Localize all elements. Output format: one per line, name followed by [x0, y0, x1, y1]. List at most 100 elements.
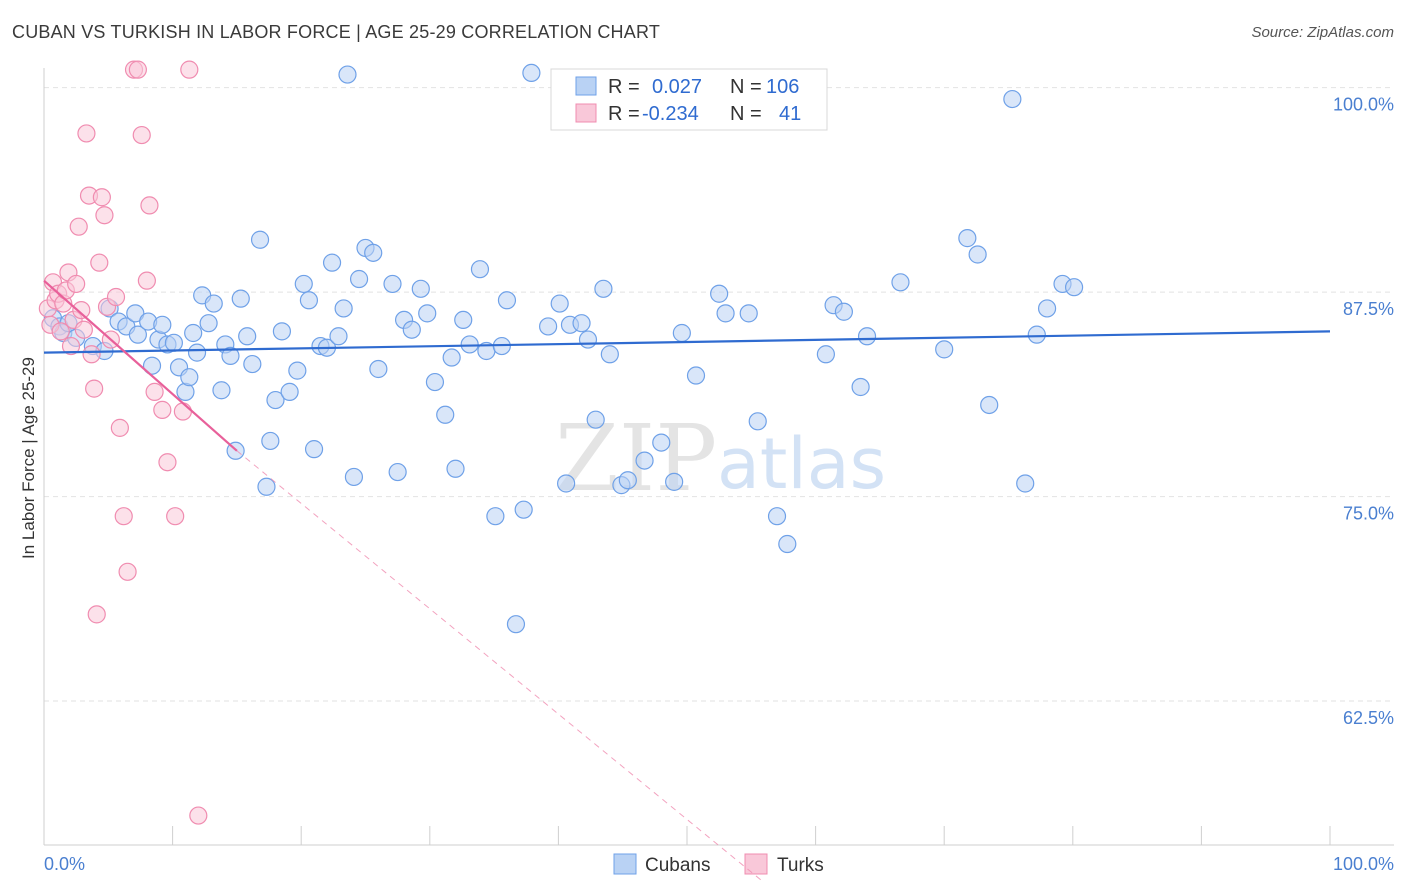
- turks-n-label: N =: [730, 103, 762, 125]
- point-cubans: [710, 284, 729, 303]
- point-cubans: [126, 304, 145, 323]
- y-tick-label: 87.5%: [1343, 299, 1394, 319]
- point-cubans: [257, 477, 276, 496]
- trend-line-dashed-turks: [236, 450, 765, 884]
- point-cubans: [383, 274, 402, 294]
- point-turks: [110, 418, 129, 437]
- point-cubans: [816, 345, 835, 364]
- point-cubans: [514, 500, 533, 519]
- point-cubans: [261, 431, 280, 451]
- point-turks: [90, 253, 109, 272]
- point-cubans: [578, 330, 598, 349]
- point-cubans: [470, 260, 490, 279]
- point-cubans: [212, 381, 231, 400]
- point-turks: [82, 345, 101, 364]
- point-cubans: [402, 320, 421, 339]
- point-cubans: [486, 507, 505, 526]
- point-turks: [72, 300, 91, 320]
- point-cubans: [522, 63, 541, 83]
- point-cubans: [425, 372, 445, 392]
- stats-legend-box: [550, 68, 828, 131]
- point-cubans: [221, 346, 240, 365]
- point-cubans: [338, 65, 357, 84]
- stats-legend: R = 0.027 N = 106 R = -0.234 N = 41: [550, 68, 828, 131]
- point-turks: [106, 287, 126, 307]
- point-turks: [114, 507, 133, 526]
- point-turks: [166, 507, 185, 526]
- point-cubans: [411, 279, 430, 298]
- point-turks: [87, 605, 106, 624]
- point-cubans: [442, 348, 461, 367]
- point-cubans: [635, 451, 654, 470]
- point-cubans: [446, 459, 465, 478]
- point-cubans: [686, 366, 706, 385]
- cubans-n-label: N =: [730, 76, 762, 98]
- point-cubans: [935, 340, 954, 359]
- point-cubans: [294, 274, 313, 294]
- point-turks: [180, 60, 199, 79]
- point-cubans: [539, 317, 558, 336]
- point-turks: [85, 379, 104, 398]
- point-turks: [51, 322, 70, 341]
- point-turks: [145, 382, 164, 401]
- data-points: [38, 60, 1084, 825]
- point-cubans: [280, 382, 299, 401]
- cubans-swatch: [575, 76, 597, 96]
- point-cubans: [851, 377, 870, 397]
- point-cubans: [299, 291, 319, 310]
- point-turks: [128, 60, 147, 79]
- point-cubans: [586, 410, 605, 429]
- point-cubans: [618, 471, 637, 490]
- cubans-r-value: 0.027: [652, 76, 702, 98]
- point-cubans: [266, 390, 285, 410]
- axes: [43, 68, 1394, 846]
- point-turks: [92, 188, 111, 207]
- trend-lines: [43, 279, 1331, 884]
- point-cubans: [834, 302, 853, 321]
- watermark-atlas: atlas: [717, 423, 886, 505]
- point-cubans: [454, 310, 473, 330]
- x-tick-label-min: 0.0%: [44, 854, 85, 874]
- point-cubans: [672, 323, 691, 343]
- point-cubans: [652, 433, 671, 452]
- point-cubans: [1064, 278, 1084, 297]
- point-cubans: [238, 327, 257, 346]
- point-cubans: [572, 314, 591, 333]
- point-cubans: [329, 327, 348, 346]
- point-cubans: [418, 304, 437, 323]
- trend-line-cubans: [43, 330, 1331, 354]
- point-cubans: [497, 291, 517, 310]
- point-turks: [158, 453, 177, 472]
- point-cubans: [778, 534, 797, 554]
- y-axis-title: In Labor Force | Age 25-29: [19, 357, 38, 559]
- point-cubans: [180, 368, 199, 387]
- x-ticks: [43, 826, 1331, 845]
- point-cubans: [142, 356, 162, 375]
- legend-cubans-swatch: [613, 853, 637, 875]
- point-cubans: [958, 229, 977, 248]
- point-cubans: [1016, 474, 1035, 493]
- turks-r-label: R =: [608, 103, 640, 125]
- y-tick-label: 100.0%: [1333, 95, 1394, 115]
- point-cubans: [288, 361, 307, 380]
- legend-turks-swatch: [744, 853, 768, 875]
- point-cubans: [272, 322, 292, 341]
- point-cubans: [364, 243, 383, 262]
- point-cubans: [250, 230, 270, 249]
- point-cubans: [204, 294, 223, 313]
- y-tick-label: 75.0%: [1343, 504, 1394, 524]
- series-legend: Cubans Turks: [613, 853, 824, 876]
- trend-line-turks: [43, 279, 238, 452]
- point-cubans: [344, 467, 364, 487]
- point-cubans: [369, 359, 388, 379]
- point-cubans: [1037, 299, 1057, 318]
- source-label: Source: ZipAtlas.com: [1251, 24, 1394, 41]
- point-cubans: [187, 343, 207, 362]
- point-turks: [189, 806, 208, 825]
- point-cubans: [857, 327, 877, 346]
- series-turks: [38, 60, 208, 825]
- y-tick-labels: 100.0% 87.5% 75.0% 62.5%: [1333, 95, 1394, 728]
- point-turks: [61, 336, 81, 356]
- y-tick-label: 62.5%: [1343, 708, 1394, 728]
